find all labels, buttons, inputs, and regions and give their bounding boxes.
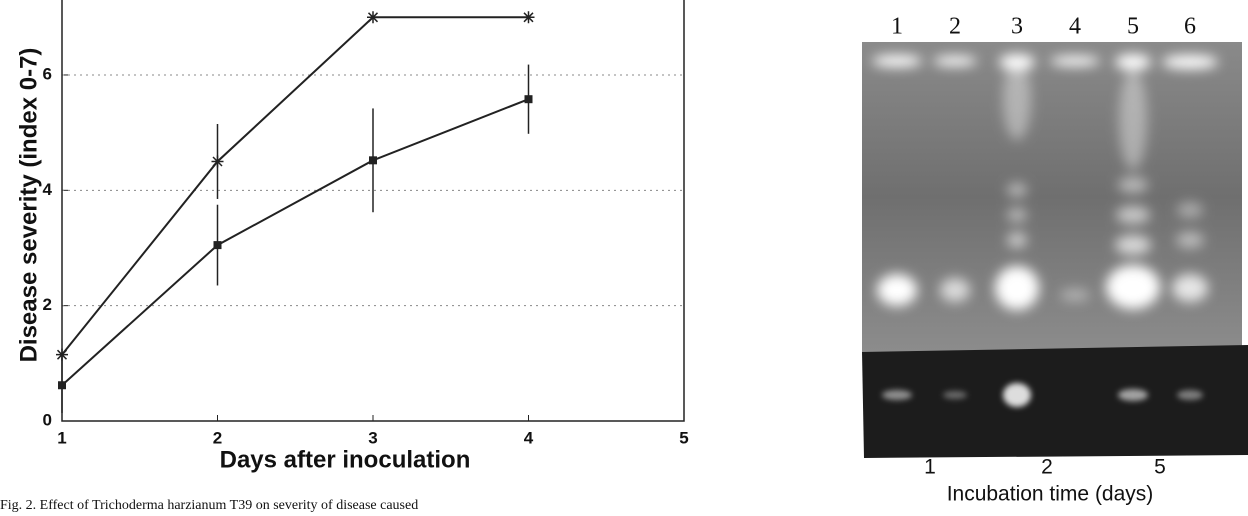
time-label: 2 xyxy=(1041,456,1053,479)
y-tick-label: 4 xyxy=(43,180,53,199)
gel-axis-label: Incubation time (days) xyxy=(947,483,1154,506)
gel-image xyxy=(862,42,1248,458)
lane-label: 1 xyxy=(891,14,903,40)
series-line xyxy=(62,99,529,385)
marker xyxy=(367,11,379,23)
marker xyxy=(212,155,224,167)
marker xyxy=(523,11,535,23)
caption: Fig. 2. Effect of Trichoderma harzianum … xyxy=(0,498,418,513)
marker xyxy=(525,95,533,103)
y-axis-label: Disease severity (index 0-7) xyxy=(15,48,42,363)
time-label: 5 xyxy=(1154,456,1166,479)
time-label: 1 xyxy=(924,456,936,479)
marker xyxy=(58,381,66,389)
figure: Days after inoculation Disease severity … xyxy=(0,0,1248,516)
x-tick-label: 4 xyxy=(524,428,534,447)
y-tick-label: 0 xyxy=(43,410,52,429)
y-tick-label: 6 xyxy=(43,64,52,83)
marker xyxy=(369,156,377,164)
lane-label: 5 xyxy=(1127,14,1139,40)
lane-label: 4 xyxy=(1069,14,1081,40)
lane-label: 6 xyxy=(1184,14,1196,40)
y-tick-label: 2 xyxy=(43,295,52,314)
x-tick-label: 5 xyxy=(679,428,688,447)
marker xyxy=(214,241,222,249)
lane-label: 2 xyxy=(949,14,961,40)
series-line xyxy=(62,17,529,354)
x-tick-label: 1 xyxy=(57,428,66,447)
lane-label: 3 xyxy=(1011,14,1023,40)
x-tick-label: 2 xyxy=(213,428,222,447)
x-axis-label: Days after inoculation xyxy=(220,446,471,473)
x-tick-label: 3 xyxy=(368,428,377,447)
